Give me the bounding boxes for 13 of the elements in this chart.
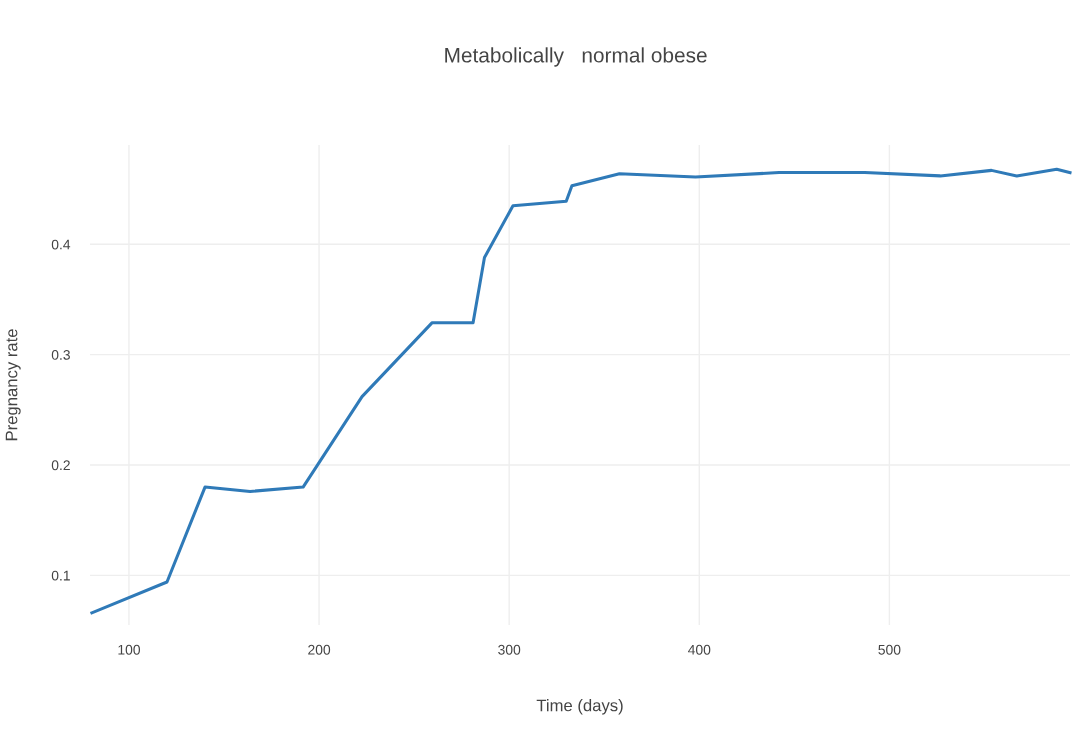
y-tick-label: 0.2 [51, 460, 70, 471]
y-tick-label: 0.4 [51, 239, 71, 250]
x-tick-label: 400 [688, 644, 711, 655]
x-axis-title: Time (days) [536, 699, 623, 715]
y-tick-label: 0.3 [51, 349, 70, 360]
x-tick-label: 100 [118, 644, 141, 655]
x-tick-label: 300 [498, 644, 521, 655]
x-tick-label: 200 [308, 644, 331, 655]
line-series [90, 167, 1072, 615]
chart-title: Metabolically normal obese [445, 47, 707, 67]
y-tick-label: 0.1 [51, 570, 70, 581]
x-tick-label: 500 [878, 644, 901, 655]
y-axis-title: Pregnancy rate [5, 329, 21, 441]
